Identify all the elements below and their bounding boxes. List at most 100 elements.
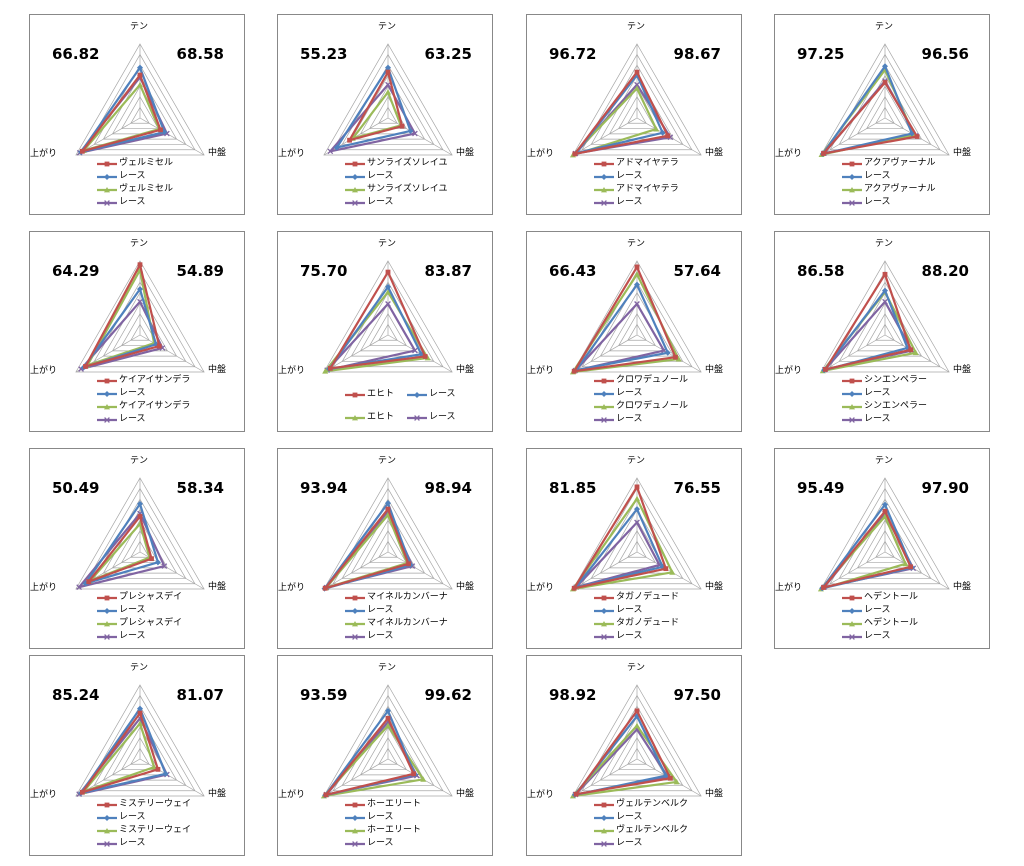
legend-label: ケイアイサンデラ bbox=[119, 375, 191, 385]
radar-data-point bbox=[162, 770, 169, 777]
legend-swatch bbox=[594, 199, 614, 206]
axis-label: テン bbox=[627, 239, 646, 249]
axis-label: テン bbox=[627, 22, 646, 32]
radar-series-line bbox=[79, 707, 167, 795]
radar-data-point bbox=[86, 579, 92, 584]
right-score: 88.20 bbox=[921, 262, 969, 280]
radar-data-point bbox=[675, 356, 682, 362]
radar-plot bbox=[321, 477, 453, 592]
radar-data-point bbox=[573, 791, 579, 797]
legend-swatch bbox=[842, 633, 862, 640]
legend-label: レース bbox=[119, 812, 146, 822]
legend-label: タガノデュード bbox=[616, 618, 680, 628]
legend-label: アクアヴァーナル bbox=[864, 158, 936, 168]
radar-data-point bbox=[571, 368, 577, 374]
legend-entry: シンエンペラー bbox=[841, 374, 989, 387]
legend-label: エヒト bbox=[367, 389, 395, 399]
legend-entry: エヒト bbox=[344, 411, 406, 424]
legend-entry: タガノデュード bbox=[593, 591, 741, 604]
radar-data-point bbox=[634, 69, 640, 75]
legend-entry: マイネルカンバーナ bbox=[344, 617, 492, 630]
axis-label: 中盤 bbox=[208, 789, 227, 799]
legend-entry: ヘデントール bbox=[841, 591, 989, 604]
legend-label: マイネルカンバーナ bbox=[367, 592, 448, 602]
legend-entry: アクアヴァーナル bbox=[841, 183, 989, 196]
legend-swatch bbox=[594, 390, 614, 397]
radar-gridline bbox=[875, 323, 895, 341]
legend-swatch bbox=[345, 186, 365, 192]
legend: シンエンペラー レース シンエンペラー レース bbox=[841, 374, 989, 426]
axis-label: 中盤 bbox=[208, 365, 227, 375]
radar-series-line bbox=[575, 283, 669, 372]
legend-label: レース bbox=[616, 414, 643, 424]
radar-chart-panel: テン 中盤 上がり 50.49 58.34 プレシャスデイ レース プレシャスデイ レース bbox=[29, 448, 245, 649]
legend-swatch bbox=[842, 378, 862, 383]
radar-spoke bbox=[323, 334, 389, 373]
radar-data-point bbox=[634, 722, 640, 729]
legend-entry: ヴェルミセル bbox=[96, 157, 244, 170]
radar-data-point bbox=[914, 134, 920, 139]
right-score: 97.50 bbox=[673, 686, 721, 704]
axis-label: 上がり bbox=[278, 149, 306, 159]
axis-label: 中盤 bbox=[456, 582, 475, 592]
legend-entry: レース bbox=[406, 411, 468, 424]
legend-label: レース bbox=[616, 631, 643, 641]
legend-swatch bbox=[345, 199, 365, 206]
radar-data-point bbox=[908, 564, 914, 570]
axis-label: 上がり bbox=[527, 366, 555, 376]
legend: ミステリーウェイ レース ミステリーウェイ レース bbox=[96, 798, 244, 850]
radar-data-point bbox=[76, 584, 82, 591]
radar-gridline bbox=[572, 260, 702, 373]
axis-label: 上がり bbox=[775, 366, 803, 376]
legend-swatch bbox=[842, 186, 862, 192]
legend-swatch bbox=[97, 390, 117, 397]
radar-spoke bbox=[636, 551, 702, 590]
radar-gridline bbox=[369, 530, 407, 563]
legend-entry: レース bbox=[841, 170, 989, 183]
legend-label: プレシャスデイ bbox=[119, 592, 183, 602]
radar-data-point bbox=[137, 64, 143, 71]
legend-label: エヒト bbox=[367, 412, 395, 422]
right-score: 81.07 bbox=[176, 686, 224, 704]
radar-chart-panel: テン 中盤 上がり 66.82 68.58 ヴェルミセル レース ヴェルミセル レース bbox=[29, 14, 245, 215]
legend-entry: レース bbox=[841, 387, 989, 400]
axis-label: テン bbox=[130, 22, 149, 32]
radar-gridline bbox=[627, 323, 647, 341]
legend-label: アクアヴァーナル bbox=[864, 184, 936, 194]
legend-label: レース bbox=[367, 605, 394, 615]
radar-data-point bbox=[137, 286, 143, 293]
radar-data-point bbox=[385, 715, 391, 721]
legend-entry: レース bbox=[344, 811, 492, 824]
radar-data-point bbox=[663, 566, 669, 572]
radar-series-line bbox=[335, 66, 412, 149]
legend-entry: ホーエリート bbox=[344, 824, 492, 837]
legend-swatch bbox=[97, 814, 117, 821]
legend-label: レース bbox=[864, 414, 891, 424]
legend-swatch bbox=[97, 633, 117, 640]
radar-gridline bbox=[627, 106, 647, 124]
legend-entry: サンライズソレイユ bbox=[344, 183, 492, 196]
radar-series-line bbox=[329, 83, 417, 153]
axis-label: 上がり bbox=[775, 583, 803, 593]
radar-data-point bbox=[327, 365, 333, 371]
radar-gridline bbox=[618, 530, 656, 563]
legend-swatch bbox=[97, 378, 117, 383]
legend-label: レース bbox=[864, 197, 891, 207]
radar-data-point bbox=[572, 151, 578, 157]
axis-label: 中盤 bbox=[705, 148, 724, 158]
radar-data-point bbox=[333, 144, 340, 151]
axis-label: 中盤 bbox=[705, 365, 724, 375]
left-score: 96.72 bbox=[549, 45, 597, 63]
legend-entry: レース bbox=[593, 387, 741, 400]
radar-chart-panel: テン 中盤 上がり 85.24 81.07 ミステリーウェイ レース ミステリーウェイ レース bbox=[29, 655, 245, 856]
right-score: 58.34 bbox=[176, 479, 224, 497]
right-score: 83.87 bbox=[424, 262, 472, 280]
legend-swatch bbox=[594, 827, 614, 833]
legend-label: レース bbox=[367, 838, 394, 848]
radar-series-line bbox=[84, 263, 161, 368]
radar-data-point bbox=[634, 708, 640, 714]
legend-swatch bbox=[345, 620, 365, 626]
radar-gridline bbox=[84, 487, 196, 585]
radar-data-point bbox=[385, 89, 391, 95]
axis-label: 上がり bbox=[30, 583, 58, 593]
